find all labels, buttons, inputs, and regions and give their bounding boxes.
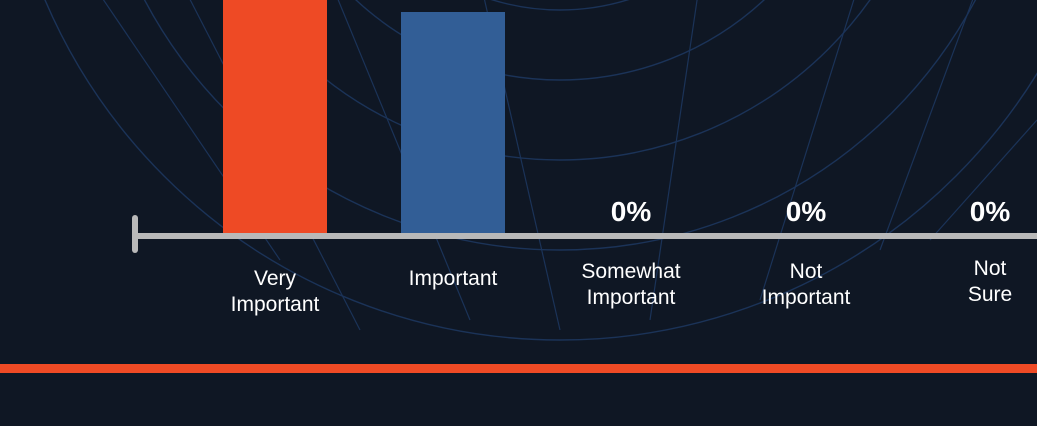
category-label-1: Important — [409, 267, 498, 290]
value-label-3: 0% — [786, 196, 827, 227]
value-label-2: 0% — [611, 196, 652, 227]
globe-arc-4 — [44, 0, 1037, 341]
bar-0 — [223, 0, 327, 236]
category-label-line: Important — [409, 267, 498, 290]
globe-meridian-5 — [759, 0, 855, 301]
bars-group — [223, 0, 505, 236]
globe-meridian-2 — [337, 0, 471, 321]
globe-arc-3 — [144, 0, 976, 251]
category-label-4: Not Sure — [968, 257, 1012, 306]
category-label-line: Important — [587, 286, 676, 309]
category-label-line: Somewhat — [581, 260, 680, 283]
globe-arc-1 — [355, 0, 765, 81]
globe-meridian-7 — [929, 119, 1037, 241]
category-label-line: Important — [231, 293, 320, 316]
value-labels-group: 0% 0% 0% — [611, 196, 1011, 227]
category-label-0: Very Important — [231, 267, 320, 316]
globe-meridian-4 — [649, 0, 698, 321]
globe-arc-2 — [249, 0, 871, 161]
category-label-2: Somewhat Important — [581, 260, 680, 309]
value-label-4: 0% — [970, 196, 1011, 227]
background-globe-lines — [44, 0, 1037, 341]
category-label-line: Not — [790, 260, 823, 283]
category-label-line: Very — [254, 267, 297, 290]
category-label-line: Sure — [968, 283, 1012, 306]
x-axis — [132, 215, 1037, 253]
globe-arc-0 — [490, 0, 630, 11]
category-label-line: Not — [974, 257, 1007, 280]
globe-meridian-6 — [879, 0, 974, 251]
accent-rule — [0, 364, 1037, 373]
category-label-line: Important — [762, 286, 851, 309]
bar-1 — [401, 12, 505, 236]
category-label-3: Not Important — [762, 260, 851, 309]
